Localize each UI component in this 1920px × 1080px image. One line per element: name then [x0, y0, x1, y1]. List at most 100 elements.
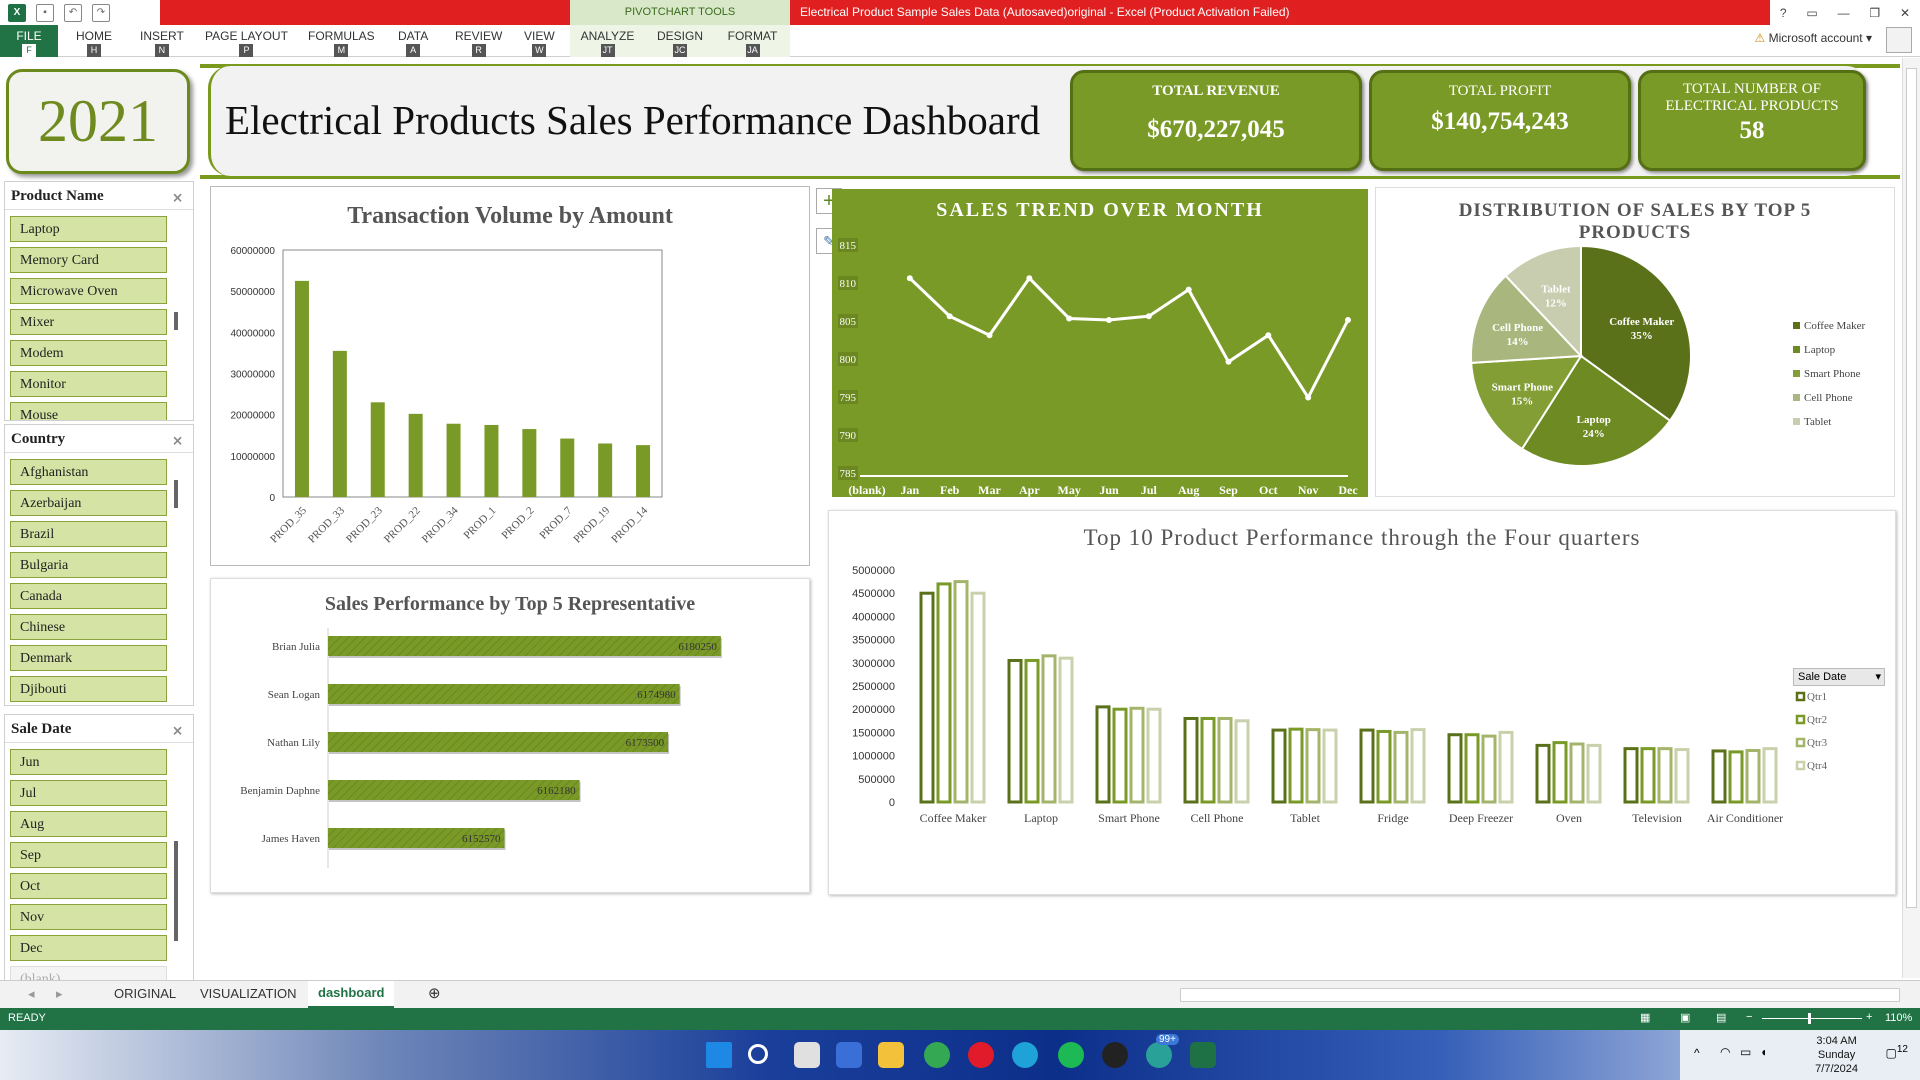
slicer-item[interactable]: Djibouti: [10, 676, 167, 702]
account-menu[interactable]: ⚠ Microsoft account ▾: [1754, 31, 1872, 45]
tray-chevron-icon[interactable]: ^: [1694, 1046, 1700, 1060]
avatar[interactable]: [1886, 27, 1912, 53]
kpi-total-revenue: TOTAL REVENUE $670,227,045: [1070, 70, 1362, 171]
slicer-item[interactable]: Denmark: [10, 645, 167, 671]
media-player-icon[interactable]: [1102, 1042, 1128, 1068]
ribbon-display-icon[interactable]: ▭: [1806, 5, 1818, 20]
slicer-item[interactable]: Afghanistan: [10, 459, 167, 485]
slicer-item[interactable]: Mixer: [10, 309, 167, 335]
slicer-item[interactable]: Memory Card: [10, 247, 167, 273]
page-title: Electrical Products Sales Performance Da…: [225, 97, 1041, 143]
sale-date-field-button[interactable]: Sale Date ▾: [1793, 668, 1885, 686]
add-sheet-icon[interactable]: ⊕: [428, 985, 441, 1002]
search-icon[interactable]: [748, 1044, 768, 1064]
slicer-scrollbar[interactable]: [174, 312, 178, 330]
slicer-item[interactable]: Laptop: [10, 216, 167, 242]
representative-chart[interactable]: Sales Performance by Top 5 Representativ…: [210, 578, 810, 893]
slicer-item[interactable]: Mouse: [10, 402, 167, 420]
opera-icon[interactable]: [968, 1042, 994, 1068]
spotify-icon[interactable]: [1058, 1042, 1084, 1068]
slicer-scrollbar[interactable]: [174, 841, 178, 941]
zoom-level[interactable]: 110%: [1885, 1012, 1913, 1024]
system-tray: ^ ◠ ▭ ◖ 3:04 AM Sunday 7/7/2024 ▢12: [1680, 1030, 1920, 1080]
slicer-item[interactable]: Nov: [10, 904, 167, 930]
slicer-item[interactable]: Oct: [10, 873, 167, 899]
clear-filter-icon[interactable]: ⨯: [172, 190, 183, 205]
slicer-item[interactable]: Sep: [10, 842, 167, 868]
sheet-tab-dashboard[interactable]: dashboard: [308, 981, 395, 1009]
slicer-item[interactable]: (blank): [10, 966, 167, 983]
tab-review[interactable]: REVIEW R: [455, 29, 502, 57]
tab-view[interactable]: VIEW W: [524, 29, 555, 57]
clear-filter-icon[interactable]: ⨯: [172, 433, 183, 448]
save-icon[interactable]: ▪: [36, 3, 54, 22]
tab-page-layout[interactable]: PAGE LAYOUT P: [205, 29, 288, 57]
task-view-icon[interactable]: [794, 1042, 820, 1068]
bar: [1007, 658, 1023, 804]
slicer-item[interactable]: Jun: [10, 749, 167, 775]
bar: [1535, 743, 1551, 804]
undo-icon[interactable]: ↶: [64, 3, 82, 22]
volume-icon[interactable]: ◖: [1760, 1045, 1768, 1059]
field-label: Sale Date: [1798, 671, 1847, 683]
slicer-item[interactable]: Microwave Oven: [10, 278, 167, 304]
tab-analyze[interactable]: ANALYZE JT: [570, 25, 645, 57]
tab-design[interactable]: DESIGN JC: [645, 25, 715, 57]
normal-view-icon[interactable]: ▦: [1640, 1012, 1651, 1024]
chrome-icon[interactable]: [924, 1042, 950, 1068]
vertical-scrollbar[interactable]: [1902, 58, 1920, 978]
minimize-icon[interactable]: —: [1837, 5, 1850, 20]
slicer-scrollbar[interactable]: [174, 480, 178, 508]
tab-data[interactable]: DATA A: [398, 29, 428, 57]
tab-format[interactable]: FORMAT JA: [715, 25, 790, 57]
tab-file[interactable]: FILE F: [0, 25, 58, 57]
battery-icon[interactable]: ▭: [1740, 1045, 1752, 1059]
slicer-item[interactable]: Modem: [10, 340, 167, 366]
slicer-item[interactable]: Dec: [10, 935, 167, 961]
distribution-pie-chart[interactable]: DISTRIBUTION OF SALES BY TOP 5 PRODUCTS …: [1375, 187, 1895, 497]
tab-formulas[interactable]: FORMULAS M: [308, 29, 375, 57]
file-explorer-icon[interactable]: [878, 1042, 904, 1068]
zoom-slider[interactable]: [1762, 1018, 1862, 1019]
clear-filter-icon[interactable]: ⨯: [172, 723, 183, 738]
page-break-view-icon[interactable]: ▤: [1716, 1012, 1727, 1024]
clock[interactable]: 3:04 AM Sunday 7/7/2024: [1815, 1034, 1858, 1076]
edge-icon[interactable]: [1012, 1042, 1038, 1068]
slicer-item[interactable]: Bulgaria: [10, 552, 167, 578]
redo-icon[interactable]: ↷: [92, 3, 110, 22]
slicer-item[interactable]: Chinese: [10, 614, 167, 640]
chat-icon[interactable]: [1146, 1042, 1172, 1068]
slicer-item[interactable]: Monitor: [10, 371, 167, 397]
sheet-tab-original[interactable]: ORIGINAL: [114, 986, 177, 1001]
close-icon[interactable]: ✕: [1900, 5, 1911, 20]
slicer-item[interactable]: Jul: [10, 780, 167, 806]
zoom-out-icon[interactable]: −: [1746, 1011, 1753, 1023]
slicer-item[interactable]: Brazil: [10, 521, 167, 547]
excel-taskbar-icon[interactable]: [1190, 1042, 1216, 1068]
slicer-title: Product Name ⨯: [5, 182, 193, 210]
tab-scroll-right-icon[interactable]: ▸: [56, 986, 63, 1001]
start-icon[interactable]: [706, 1042, 732, 1068]
restore-icon[interactable]: ❐: [1869, 5, 1881, 20]
notifications-icon[interactable]: ▢12: [1885, 1044, 1908, 1060]
tab-home[interactable]: HOME H: [76, 29, 112, 57]
slicer-item[interactable]: Aug: [10, 811, 167, 837]
scroll-thumb[interactable]: [1906, 68, 1917, 908]
wifi-icon[interactable]: ◠: [1720, 1045, 1731, 1059]
sheet-tab-visualization[interactable]: VISUALIZATION: [200, 986, 297, 1001]
tab-scroll-left-icon[interactable]: ◂: [28, 986, 35, 1001]
bar: [1305, 728, 1321, 804]
help-icon[interactable]: ?: [1779, 5, 1787, 20]
top10-quarters-chart[interactable]: Top 10 Product Performance through the F…: [828, 510, 1896, 895]
page-layout-view-icon[interactable]: ▣: [1680, 1012, 1691, 1024]
tab-insert[interactable]: INSERT N: [140, 29, 184, 57]
widgets-icon[interactable]: [836, 1042, 862, 1068]
zoom-in-icon[interactable]: +: [1866, 1011, 1873, 1023]
zoom-slider-thumb[interactable]: [1808, 1013, 1811, 1024]
transaction-volume-chart[interactable]: Transaction Volume by Amount 60000000 500…: [210, 186, 810, 566]
slicer-item[interactable]: Azerbaijan: [10, 490, 167, 516]
slicer-item[interactable]: Canada: [10, 583, 167, 609]
legend-swatch: [1793, 418, 1800, 425]
horizontal-scrollbar[interactable]: [1180, 988, 1900, 1002]
sales-trend-chart[interactable]: SALES TREND OVER MONTH 815 810 805 800 795 79…: [832, 189, 1368, 497]
